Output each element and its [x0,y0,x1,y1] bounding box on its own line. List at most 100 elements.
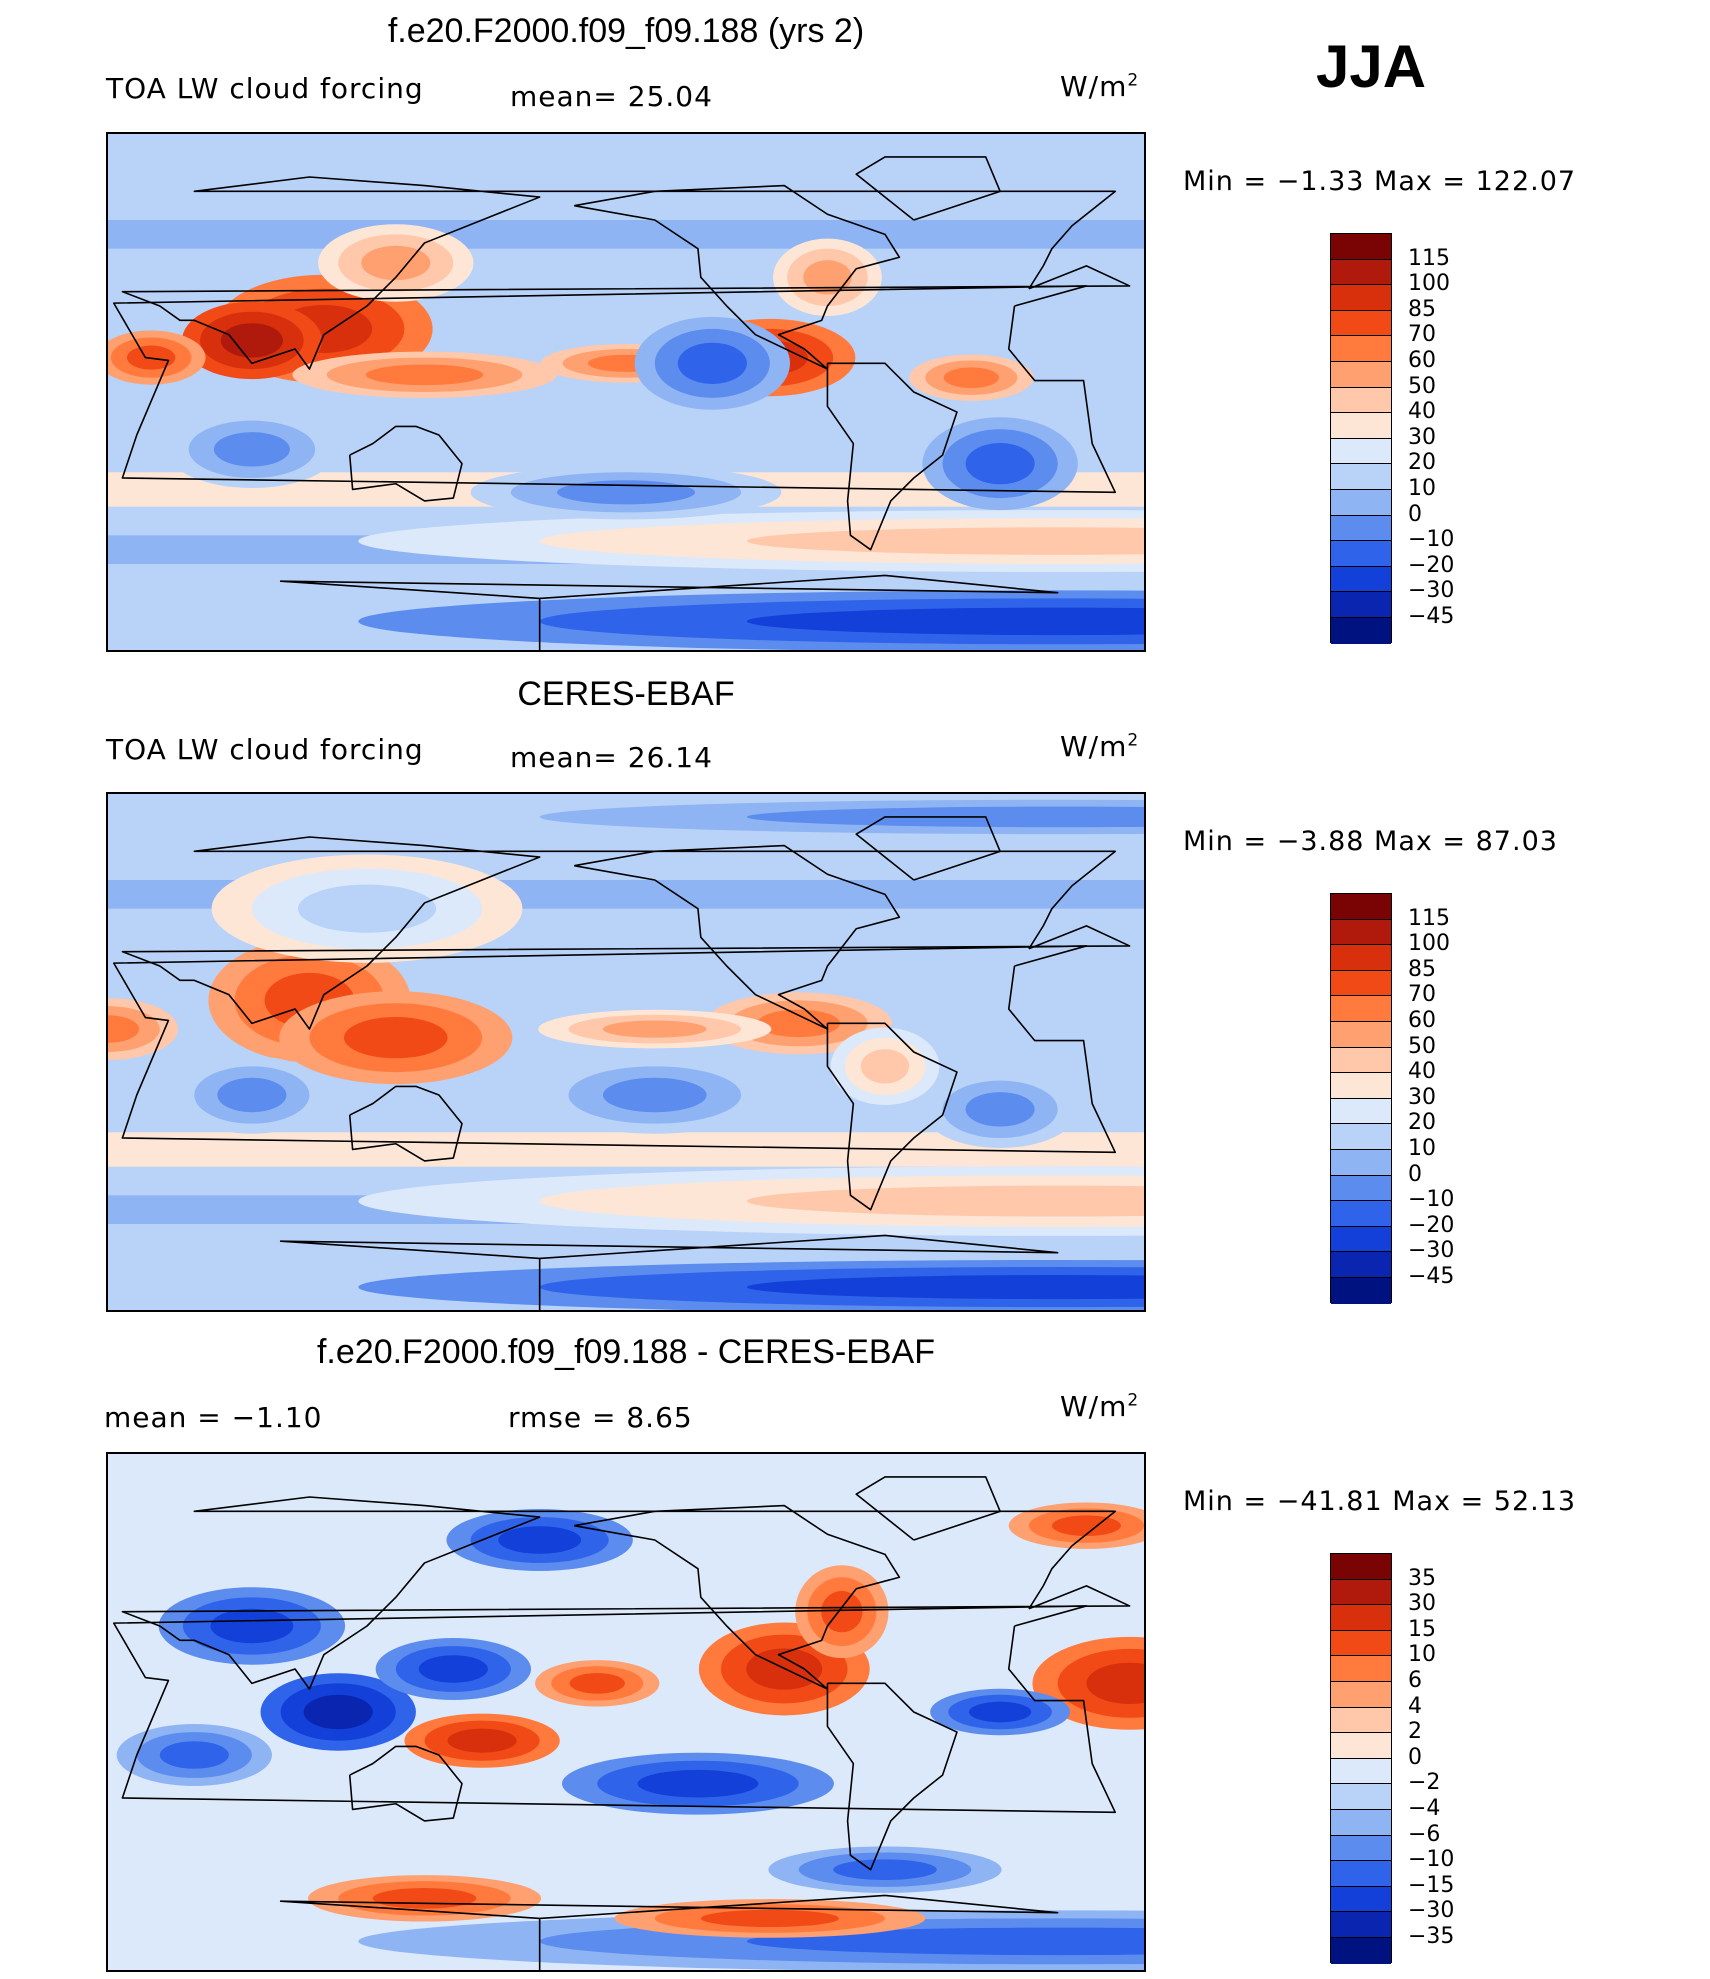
colorbar-swatch [1331,1861,1391,1887]
colorbar-swatch [1331,1784,1391,1810]
panel3-title: f.e20.F2000.f09_f09.188 - CERES-EBAF [316,1333,935,1371]
contour-region [498,1526,582,1554]
colorbar-swatch [1331,464,1391,490]
colorbar-tick-label: −30 [1408,1898,1455,1924]
colorbar-swatch [1331,1630,1391,1657]
panel3-map [106,1452,1146,1972]
colorbar-tick-label: 115 [1408,905,1450,931]
colorbar-tick-label: −35 [1408,1924,1455,1949]
contour-region [372,1888,477,1909]
colorbar-swatch [1331,1252,1391,1278]
colorbar-tick-label: 50 [1408,1033,1436,1059]
panel1-mean-label: mean= 25.04 [510,80,713,113]
contour-region [746,527,1144,555]
contour-region [210,1608,294,1644]
contour-region [677,342,747,384]
colorbar-swatch [1331,1149,1391,1176]
contour-region [860,1049,910,1084]
colorbar-tick-label: 20 [1408,450,1436,476]
panel2-units: W/m2 [1060,730,1140,763]
colorbar-tick-label: 0 [1408,1161,1422,1187]
colorbar-swatch [1331,1201,1391,1227]
panel2-min-max: Min = −3.88 Max = 87.03 [1183,826,1558,857]
colorbar-tick-label: 40 [1408,399,1436,425]
colorbar-tick-label: −20 [1408,1212,1455,1238]
colorbar-swatch [1331,489,1391,516]
contour-region [213,432,290,467]
colorbar-swatch [1331,438,1391,465]
coastline [279,1234,1059,1310]
colorbar-tick-label: 35 [1408,1565,1436,1591]
colorbar-swatch [1331,1226,1391,1253]
contour-region [803,260,852,295]
coastline [121,176,1131,370]
colorbar-swatch [1331,1707,1391,1734]
contour-region [965,1092,1035,1127]
panel1-units: W/m2 [1060,70,1140,103]
colorbar-swatch [1331,1098,1391,1125]
colorbar-swatch [1331,1021,1391,1048]
colorbar-swatch [1331,1124,1391,1150]
panel2-title: CERES-EBAF [517,675,735,713]
panel3-rmse-label: rmse = 8.65 [508,1401,693,1434]
contour-region [569,1673,625,1694]
coastline [112,1605,1117,1814]
contour-region [1086,1662,1144,1704]
coastline [112,945,1117,1154]
colorbar-swatch [1331,1912,1391,1938]
colorbar-tick-label: 0 [1408,1744,1422,1770]
colorbar-tick-label: −4 [1408,1796,1441,1821]
colorbar-tick-label: 10 [1408,1136,1436,1161]
coastline [348,1745,463,1822]
colorbar-swatch [1331,592,1391,618]
contour-region [297,884,437,933]
colorbar-tick-label: 30 [1408,1084,1436,1110]
panel1-variable-label: TOA LW cloud forcing [106,72,424,105]
colorbar-swatch [1331,894,1391,920]
contour-field [108,134,1144,650]
colorbar-swatch [1331,1886,1391,1913]
panel1-colorbar [1330,233,1392,644]
coastline [826,1022,958,1211]
colorbar-swatch [1331,1758,1391,1785]
colorbar-tick-label: 85 [1408,956,1436,982]
colorbar-tick-label: −10 [1408,1187,1455,1213]
colorbar-tick-label: 10 [1408,476,1436,501]
colorbar-tick-label: 6 [1408,1668,1422,1693]
contour-region [361,245,431,281]
colorbar-swatch [1331,1656,1391,1682]
colorbar-swatch [1331,1809,1391,1836]
colorbar-tick-label: −20 [1408,552,1455,578]
contour-region [637,1769,759,1798]
colorbar-tick-label: 85 [1408,296,1436,322]
colorbar-tick-label: 100 [1408,931,1450,957]
zonal-band [108,220,1144,249]
coastline [279,1894,1059,1970]
coastline [121,836,1131,1030]
colorbar-tick-label: 30 [1408,424,1436,450]
colorbar-swatch [1331,541,1391,567]
coastline [574,184,901,370]
colorbar-tick-label: 0 [1408,501,1422,527]
colorbar-swatch [1331,1047,1391,1074]
colorbar-tick-label: 15 [1408,1616,1436,1642]
contour-field [108,794,1144,1310]
colorbar-swatch [1331,310,1391,337]
colorbar-tick-label: −45 [1408,604,1455,629]
panel3-mean-label: mean = −1.10 [104,1401,323,1434]
contour-region [303,1694,373,1730]
contour-region [602,1077,707,1113]
colorbar-tick-label: −6 [1408,1821,1441,1847]
colorbar-swatch [1331,1073,1391,1099]
contour-region [943,367,999,388]
colorbar-tick-label: 60 [1408,1008,1436,1033]
colorbar-swatch [1331,970,1391,997]
colorbar-swatch [1331,1605,1391,1631]
contour-field [108,1454,1144,1970]
coastline [279,574,1059,650]
colorbar-swatch [1331,1579,1391,1606]
panel2-map [106,792,1146,1312]
colorbar-swatch [1331,1277,1391,1304]
contour-region [217,1077,287,1113]
colorbar-tick-label: 30 [1408,1591,1436,1617]
